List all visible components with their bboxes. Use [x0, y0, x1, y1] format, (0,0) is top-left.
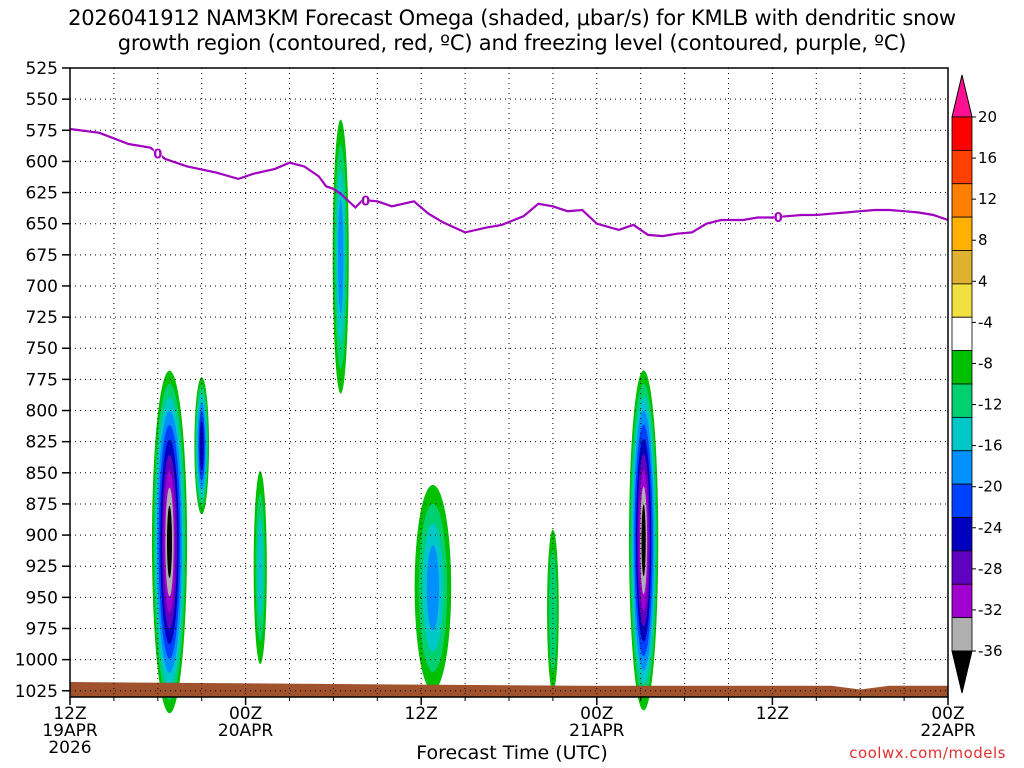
chart-title-line2: growth region (contoured, red, ºC) and f… — [117, 31, 907, 55]
x-tick-label-5-line1: 00Z — [931, 704, 964, 724]
omega-feature-2-level-9 — [641, 504, 646, 577]
y-tick-label-13: 850 — [26, 464, 58, 484]
colorbar-segment-8 — [951, 383, 973, 418]
y-tick-label-0: 525 — [26, 59, 58, 79]
colorbar-label-2: 12 — [978, 190, 997, 208]
y-tick-label-15: 900 — [26, 526, 58, 546]
omega-feature-3-level-3 — [426, 545, 440, 631]
y-tick-label-10: 775 — [26, 370, 58, 390]
colorbar-segment-13 — [951, 550, 973, 585]
colorbar-segment-7 — [951, 350, 973, 385]
freezing-level-contour: 0 0 0 — [69, 127, 949, 238]
colorbar-label-13: -36 — [978, 642, 1003, 660]
x-tick-label-0-line3: 2026 — [48, 738, 91, 758]
freezing-label-bg-2 — [774, 209, 783, 224]
colorbar-segment-0 — [951, 116, 973, 151]
omega-feature-4-level-1 — [548, 550, 557, 671]
x-tick-label-1-line1: 00Z — [229, 704, 262, 724]
y-tick-label-5: 650 — [26, 215, 58, 235]
chart-title-line1: 2026041912 NAM3KM Forecast Omega (shaded… — [68, 6, 956, 30]
colorbar-segment-11 — [951, 483, 973, 518]
colorbar-segment-6 — [951, 316, 973, 352]
colorbar-label-3: 8 — [978, 231, 988, 249]
watermark: coolwx.com/models — [849, 744, 1006, 762]
y-tick-label-14: 875 — [26, 495, 58, 515]
omega-feature-0-level-9 — [166, 505, 173, 579]
colorbar-label-9: -20 — [978, 478, 1003, 496]
x-tick-label-5-line2: 22APR — [920, 721, 976, 741]
x-tick-label-2-line1: 12Z — [405, 704, 438, 724]
omega-feature-6-level-2 — [257, 518, 264, 617]
y-tick-label-7: 700 — [26, 277, 58, 297]
y-tick-label-17: 950 — [26, 588, 58, 608]
colorbar-label-6: -8 — [978, 354, 993, 372]
colorbar-segment-14 — [951, 583, 973, 619]
colorbar-segment-5 — [951, 283, 973, 318]
x-tick-label-3-line2: 21APR — [569, 721, 625, 741]
freezing-level-label-2: 0 — [774, 211, 783, 226]
colorbar: 20 16 12 8 4 -4 -8 -12 -16 -20 -24 -28 -32 -36 — [951, 74, 1003, 694]
y-tick-label-16: 925 — [26, 557, 58, 577]
omega-feature-1-level-5 — [199, 420, 204, 471]
colorbar-segment-10 — [951, 450, 973, 485]
y-tick-label-2: 575 — [26, 121, 58, 141]
freezing-label-bg-1 — [361, 193, 370, 208]
colorbar-label-0: 20 — [978, 108, 997, 126]
colorbar-segment-9 — [951, 416, 973, 452]
colorbar-segment-15 — [951, 617, 973, 652]
colorbar-label-8: -16 — [978, 437, 1003, 455]
y-tick-label-8: 725 — [26, 308, 58, 328]
omega-feature-5-level-3 — [338, 199, 344, 314]
x-tick-label-0-line2: 19APR — [42, 721, 98, 741]
y-tick-label-11: 800 — [26, 402, 58, 422]
freezing-level-line — [69, 127, 949, 238]
colorbar-label-1: 16 — [978, 149, 997, 167]
colorbar-segment-2 — [951, 183, 973, 218]
colorbar-label-11: -28 — [978, 560, 1003, 578]
x-tick-label-1-line2: 20APR — [218, 721, 274, 741]
x-axis-label: Forecast Time (UTC) — [416, 742, 608, 764]
colorbar-label-7: -12 — [978, 396, 1003, 414]
colorbar-bottom-triangle — [951, 650, 973, 694]
y-tick-label-6: 675 — [26, 246, 58, 266]
y-tick-label-4: 625 — [26, 184, 58, 204]
colorbar-top-triangle — [951, 74, 973, 118]
y-tick-label-9: 750 — [26, 339, 58, 359]
colorbar-segment-1 — [951, 149, 973, 185]
freezing-level-label-0: 0 — [153, 147, 162, 162]
y-tick-label-12: 825 — [26, 433, 58, 453]
colorbar-segment-4 — [951, 250, 973, 285]
colorbar-segment-12 — [951, 517, 973, 552]
x-tick-label-4-line1: 12Z — [756, 704, 789, 724]
y-axis-ticks: 525 550 575 600 625 650 675 700 725 750 775 800 825 8… — [15, 59, 70, 702]
y-tick-label-1: 550 — [26, 90, 58, 110]
y-tick-label-18: 975 — [26, 619, 58, 639]
x-tick-label-0-line1: 12Z — [53, 704, 86, 724]
x-tick-label-3-line1: 00Z — [580, 704, 613, 724]
y-tick-label-20: 1025 — [15, 682, 58, 702]
colorbar-label-12: -32 — [978, 601, 1003, 619]
omega-shading — [151, 119, 659, 714]
colorbar-label-4: 4 — [978, 272, 988, 290]
colorbar-segment-3 — [951, 216, 973, 251]
freezing-level-label-1: 0 — [361, 194, 370, 209]
colorbar-label-5: -4 — [978, 313, 993, 331]
freezing-label-bg-0 — [153, 146, 162, 161]
y-tick-label-3: 600 — [26, 152, 58, 172]
y-tick-label-19: 1000 — [15, 651, 58, 671]
colorbar-label-10: -24 — [978, 519, 1003, 537]
